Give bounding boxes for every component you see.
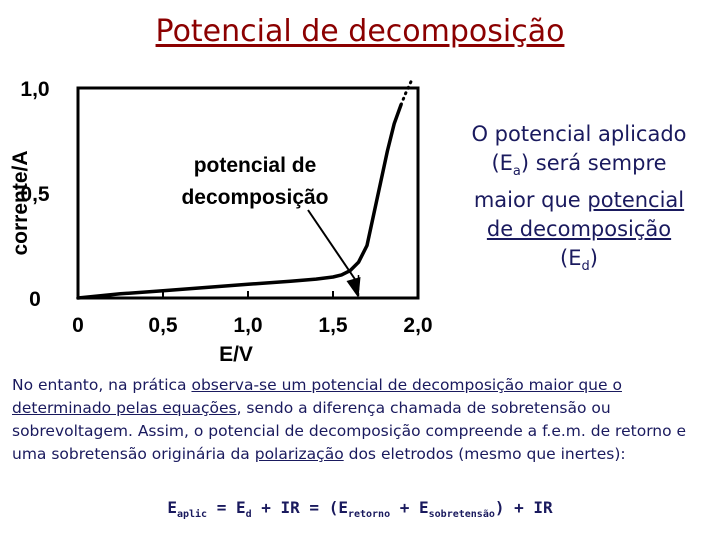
side-line-1: O potencial aplicado xyxy=(471,122,687,146)
y-tick-label: 0 xyxy=(29,288,41,311)
side-explanation: O potencial aplicado (Ea) será sempre ma… xyxy=(442,120,716,281)
decomposition-chart: 0 0,5 1,0 1,5 2,0 0 0,5 1,0 E/V corrente/A potenci… xyxy=(9,76,433,366)
explanation-paragraph: No entanto, na prática observa-se um pot… xyxy=(12,376,687,463)
underlined-observation: observa-se um potencial de decomposição … xyxy=(12,376,622,417)
side-line-2: (Ea) será sempre xyxy=(491,151,667,180)
annotation-label-line-1: potencial de xyxy=(194,154,317,177)
formula: Eaplic = Ed + IR = (Eretorno + Esobreten… xyxy=(167,498,553,521)
current-voltage-curve xyxy=(76,103,403,300)
y-tick-label: 1,0 xyxy=(20,78,49,101)
y-axis-label: corrente/A xyxy=(9,150,32,255)
side-line-5: (Ed) xyxy=(560,246,598,275)
annotation-label-line-2: decomposição xyxy=(181,186,328,209)
extrapolation-dotted-line xyxy=(399,76,415,107)
side-line-3: maior que potencial xyxy=(473,188,685,213)
x-tick-label: 1,5 xyxy=(318,314,348,337)
x-tick-label: 1,0 xyxy=(233,314,262,337)
side-line-4: de decomposição xyxy=(486,217,672,242)
x-tick-label: 0,5 xyxy=(148,314,178,337)
annotation-arrow-line xyxy=(307,209,357,281)
annotation-arrow-head xyxy=(346,277,361,298)
x-tick-label: 2,0 xyxy=(403,314,432,337)
x-axis-label: E/V xyxy=(219,343,253,366)
underlined-polarization: polarização xyxy=(254,445,344,463)
y-tick-label: 0,5 xyxy=(20,183,50,206)
x-tick-label: 0 xyxy=(72,314,84,337)
slide-title: Potencial de decomposição xyxy=(155,14,565,49)
